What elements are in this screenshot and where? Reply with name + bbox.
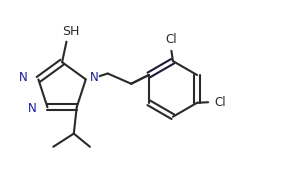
Text: Cl: Cl	[214, 96, 226, 109]
Text: Cl: Cl	[166, 33, 177, 46]
Text: SH: SH	[62, 25, 80, 38]
Text: N: N	[28, 102, 37, 115]
Text: N: N	[19, 71, 28, 84]
Text: N: N	[90, 71, 98, 84]
